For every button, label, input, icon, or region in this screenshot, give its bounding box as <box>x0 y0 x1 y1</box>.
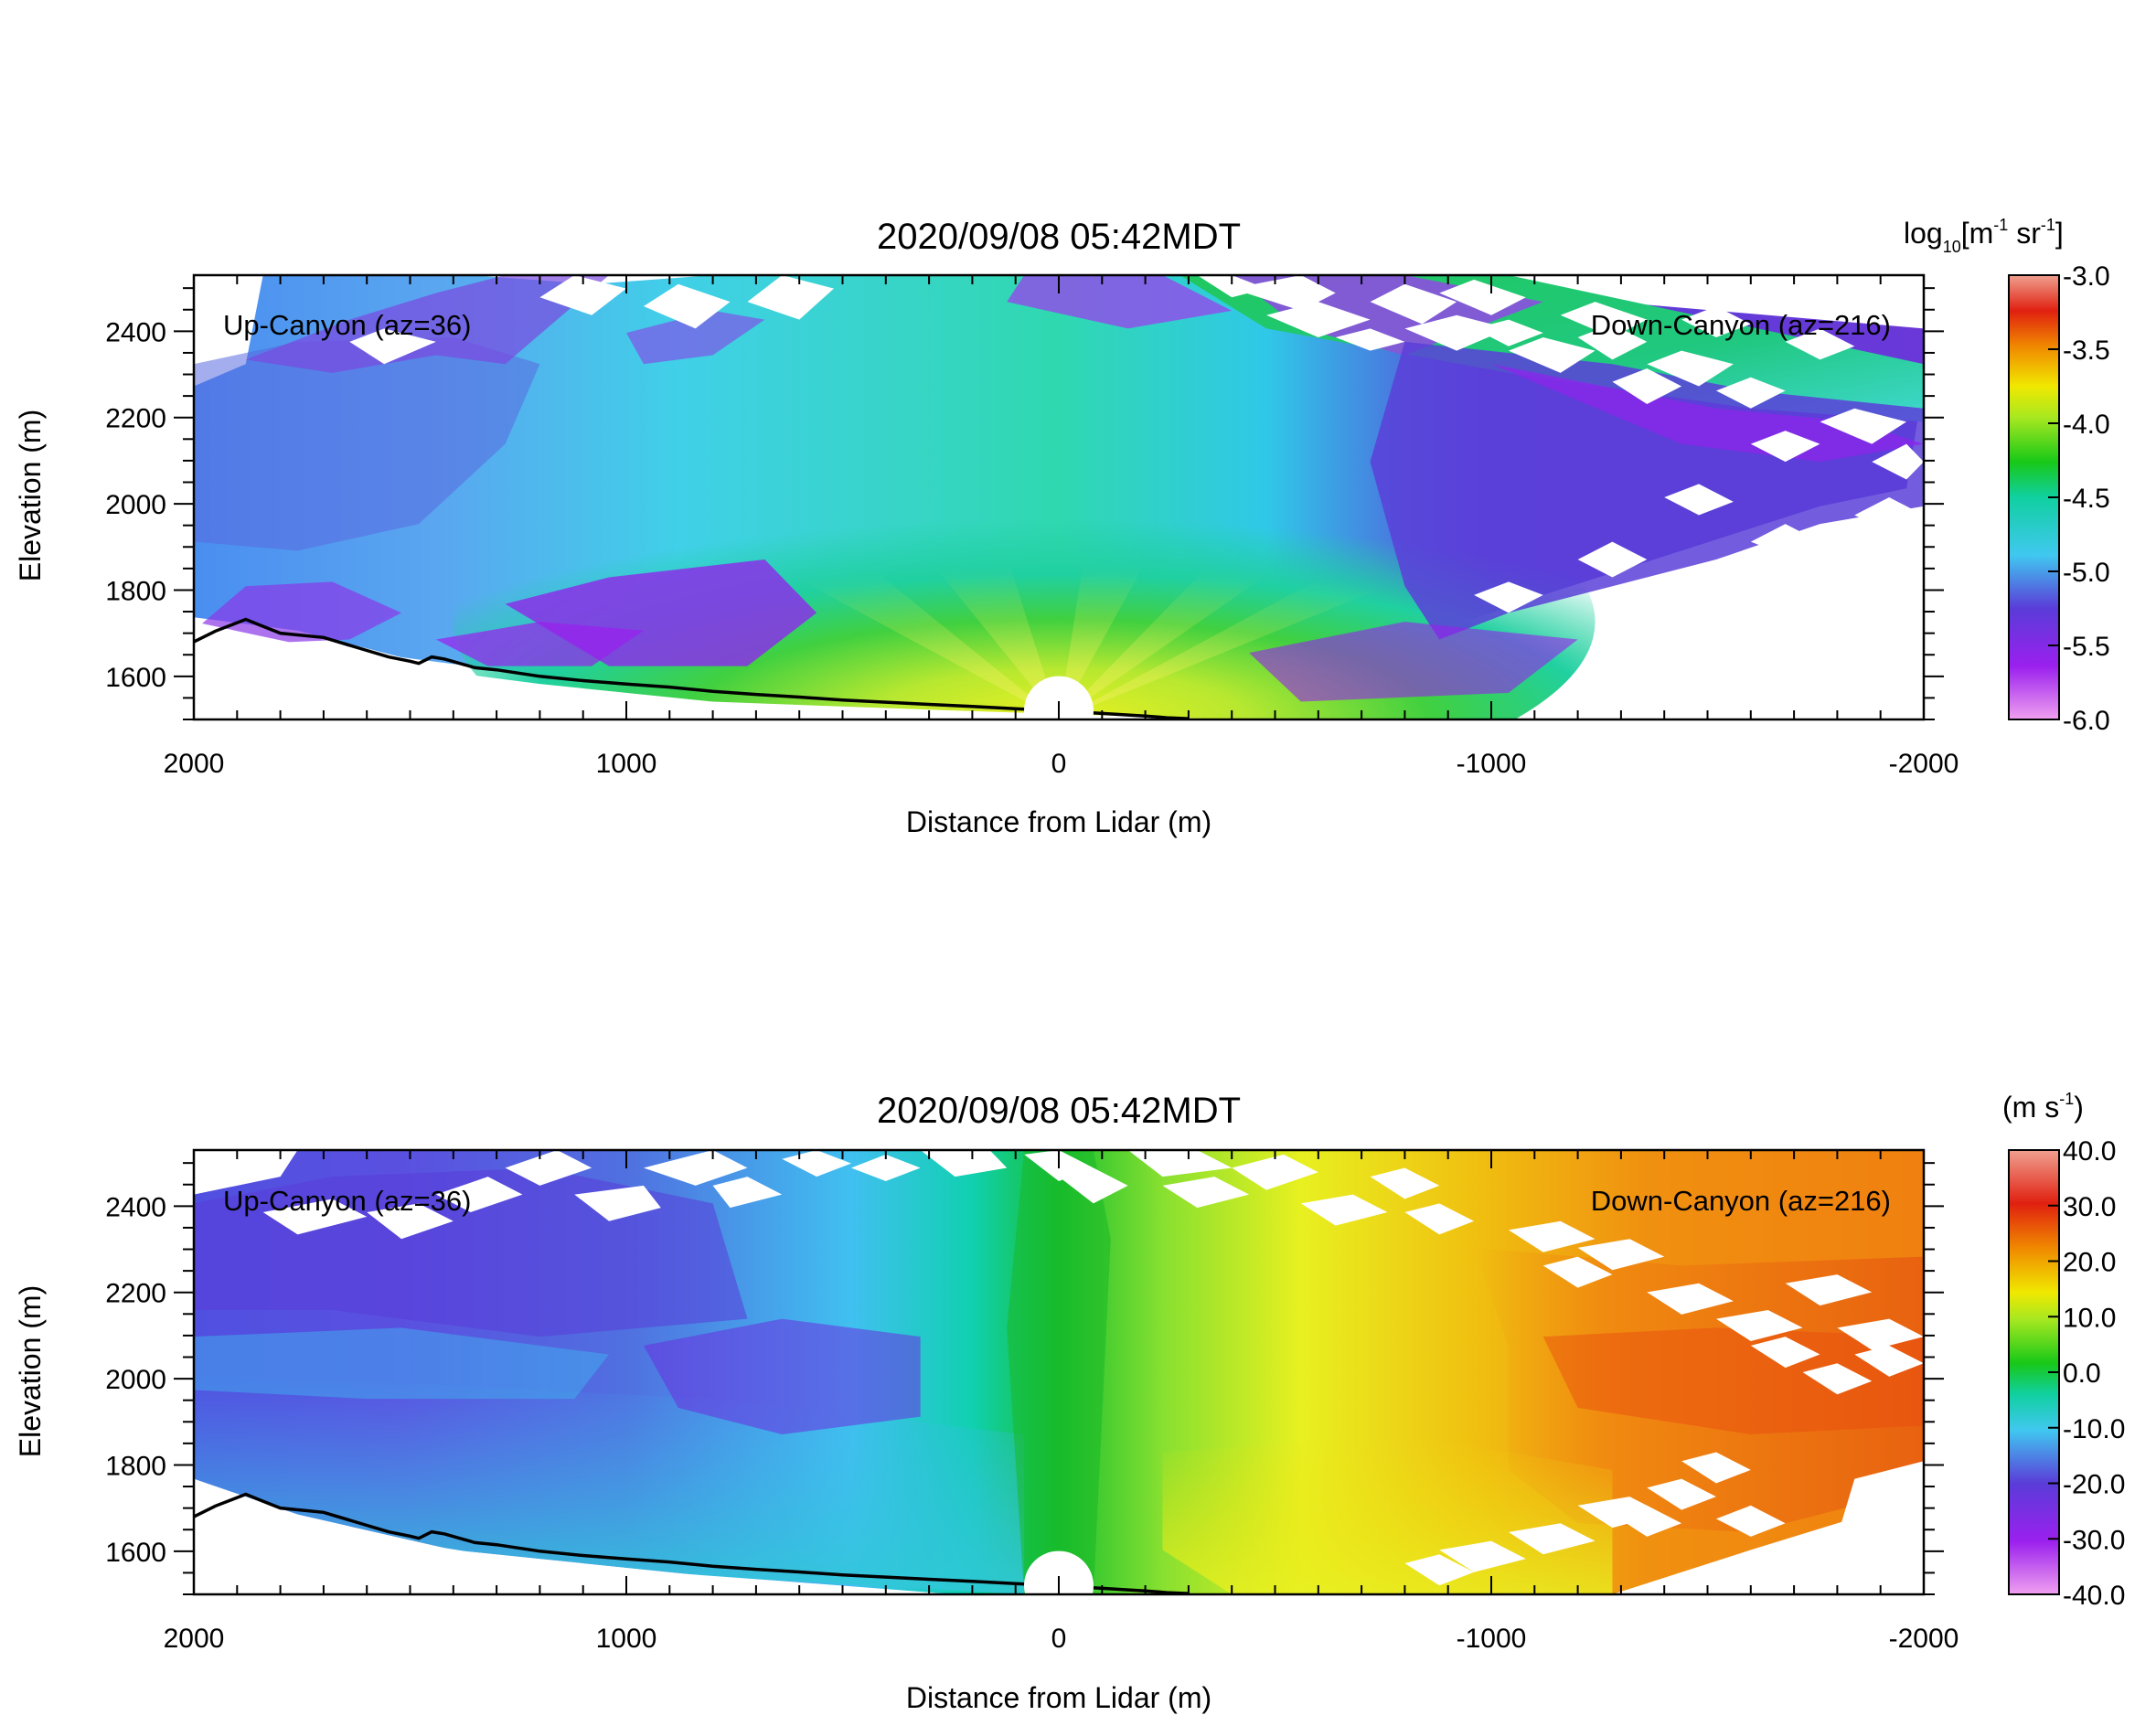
colorbar: 40.030.020.010.00.0-10.0-20.0-30.0-40.0 … <box>2002 1090 2125 1611</box>
y-tick-label: 1600 <box>105 1538 166 1568</box>
y-axis-label: Elevation (m) <box>14 410 47 582</box>
x-tick-label: -1000 <box>1457 1624 1527 1654</box>
colorbar-tick-label: 10.0 <box>2063 1303 2116 1333</box>
colorbar-tick-label: -20.0 <box>2063 1470 2125 1500</box>
x-axis-label: Distance from Lidar (m) <box>906 805 1211 838</box>
x-tick-label: 2000 <box>164 749 225 779</box>
terrain-line <box>193 617 1189 720</box>
backscatter-panel: 2020/09/08 05:42MDT <box>14 216 2110 838</box>
colorbar-tick-label: -40.0 <box>2063 1581 2125 1611</box>
x-tick-label: 1000 <box>596 1624 657 1654</box>
y-tick-label: 2200 <box>105 1279 166 1309</box>
colorbar-tick-label: 40.0 <box>2063 1136 2116 1167</box>
y-tick-label: 2400 <box>105 1192 166 1222</box>
x-tick-label: -2000 <box>1889 749 1959 779</box>
x-tick-label: 1000 <box>596 749 657 779</box>
y-tick-label: 1800 <box>105 576 166 606</box>
backscatter-field <box>194 275 1924 719</box>
chart-title: 2020/09/08 05:42MDT <box>877 217 1241 257</box>
y-axis: 1600 1800 2000 2200 2400 <box>105 287 1944 720</box>
y-tick-label: 2000 <box>105 490 166 520</box>
colorbar-tick-label: -4.0 <box>2063 410 2110 440</box>
x-tick-label: 0 <box>1051 749 1067 779</box>
velocity-panel: 2020/09/08 05:42MDT 1600 1800 2000 2200 2400… <box>14 1090 2125 1714</box>
colorbar-tick-label: -30.0 <box>2063 1525 2125 1555</box>
colorbar-tick-label: 0.0 <box>2063 1358 2101 1389</box>
x-axis: 2000 1000 0 -1000 -2000 <box>164 1150 1959 1654</box>
y-axis-label: Elevation (m) <box>14 1285 47 1458</box>
x-axis: 2000 1000 0 -1000 -2000 <box>164 275 1959 779</box>
down-canyon-annotation: Down-Canyon (az=216) <box>1591 309 1891 341</box>
chart-title: 2020/09/08 05:42MDT <box>877 1091 1241 1131</box>
colorbar: -3.0 -3.5 -4.0 -4.5 -5.0 -5.5 -6.0 log10[m-1 s… <box>1904 216 2110 736</box>
colorbar-tick-label: -6.0 <box>2063 706 2110 736</box>
colorbar-tick-label: 20.0 <box>2063 1248 2116 1278</box>
colorbar-tick-label: -3.5 <box>2063 336 2110 366</box>
colorbar-tick-label: -5.0 <box>2063 558 2110 588</box>
y-tick-label: 1600 <box>105 663 166 693</box>
terrain-line <box>193 1492 1189 1595</box>
y-tick-label: 2400 <box>105 317 166 347</box>
x-tick-label: 2000 <box>164 1624 225 1654</box>
colorbar-ticks: 40.0 30.0 20.0 10.0 0.0 -10.0 -20.0 -30.0 -40.0 <box>2048 1136 2125 1611</box>
x-tick-label: -1000 <box>1457 749 1527 779</box>
y-tick-label: 2200 <box>105 404 166 434</box>
colorbar-tick-label: -4.5 <box>2063 484 2110 514</box>
colorbar-tick-label: 30.0 <box>2063 1192 2116 1222</box>
colorbar-tick-label: -5.5 <box>2063 632 2110 662</box>
up-canyon-annotation: Up-Canyon (az=36) <box>223 309 471 341</box>
x-axis-label: Distance from Lidar (m) <box>906 1681 1211 1714</box>
x-tick-label: -2000 <box>1889 1624 1959 1654</box>
down-canyon-annotation: Down-Canyon (az=216) <box>1591 1185 1891 1217</box>
colorbar-tick-label: -3.0 <box>2063 261 2110 292</box>
colorbar-tick-label: -10.0 <box>2063 1414 2125 1444</box>
y-tick-label: 1800 <box>105 1451 166 1481</box>
colorbar-label: (m s-1) <box>2002 1090 2084 1124</box>
colorbar-ticks: -3.0 -3.5 -4.0 -4.5 -5.0 -5.5 -6.0 <box>2048 261 2110 736</box>
y-tick-label: 2000 <box>105 1365 166 1395</box>
velocity-field <box>194 1150 1924 1594</box>
y-axis: 1600 1800 2000 2200 2400 <box>105 1162 1944 1595</box>
x-tick-label: 0 <box>1051 1624 1067 1654</box>
up-canyon-annotation: Up-Canyon (az=36) <box>223 1185 471 1217</box>
colorbar-label: log10[m-1 sr-1] <box>1904 216 2064 256</box>
